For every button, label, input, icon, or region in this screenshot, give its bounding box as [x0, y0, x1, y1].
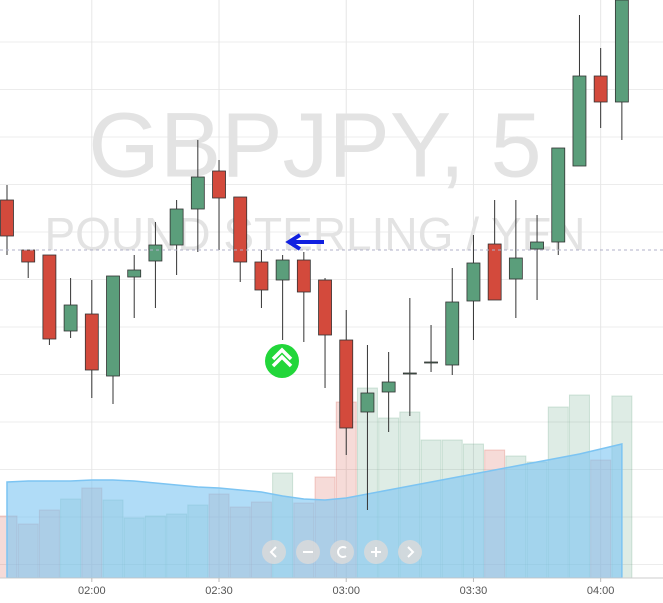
- candle-body: [212, 170, 226, 199]
- candle-body: [339, 339, 354, 429]
- candle-body: [0, 199, 14, 237]
- candle-body: [530, 241, 544, 250]
- candle-body: [169, 208, 184, 246]
- volume-ma-area: [6, 443, 623, 579]
- candle-body: [296, 259, 311, 293]
- watermark-title: GBPJPY, 5: [88, 94, 541, 196]
- candle-body: [318, 279, 332, 336]
- candle-body: [106, 275, 120, 377]
- candle-body: [551, 147, 566, 243]
- candle-body: [254, 261, 269, 291]
- candle-body: [360, 392, 375, 413]
- scroll-right-button[interactable]: [398, 540, 422, 564]
- x-tick-label: 02:00: [78, 585, 106, 597]
- arrow-marker: [285, 233, 324, 251]
- candle-body: [275, 259, 290, 281]
- candle-body: [21, 249, 36, 263]
- candle-body: [381, 381, 396, 393]
- candle-body: [508, 257, 523, 280]
- candle-body: [487, 243, 502, 301]
- reset-button[interactable]: [330, 540, 354, 564]
- toolbar: [262, 540, 422, 564]
- x-tick-label: 03:00: [332, 585, 360, 597]
- signal-icon: [265, 344, 299, 378]
- candle-body: [402, 372, 417, 375]
- candle-body: [42, 254, 57, 340]
- x-tick-label: 03:30: [460, 585, 488, 597]
- candle-body: [190, 176, 205, 210]
- candle-body: [614, 0, 629, 103]
- candle-body: [127, 269, 142, 278]
- x-tick-label: 02:30: [205, 585, 233, 597]
- scroll-left-button[interactable]: [262, 540, 286, 564]
- x-tick-label: 04:00: [587, 585, 615, 597]
- x-axis-strip: [0, 578, 663, 603]
- candle-body: [445, 301, 460, 366]
- candle-body: [572, 75, 587, 167]
- candle-body: [424, 361, 438, 364]
- candle-body: [63, 304, 78, 332]
- candle-body: [148, 244, 163, 262]
- candle-body: [593, 75, 608, 103]
- candle-body: [233, 196, 248, 263]
- candle-body: [84, 313, 99, 371]
- candle-body: [466, 262, 481, 302]
- watermark-subtitle: POUND STERLING / YEN: [44, 208, 585, 260]
